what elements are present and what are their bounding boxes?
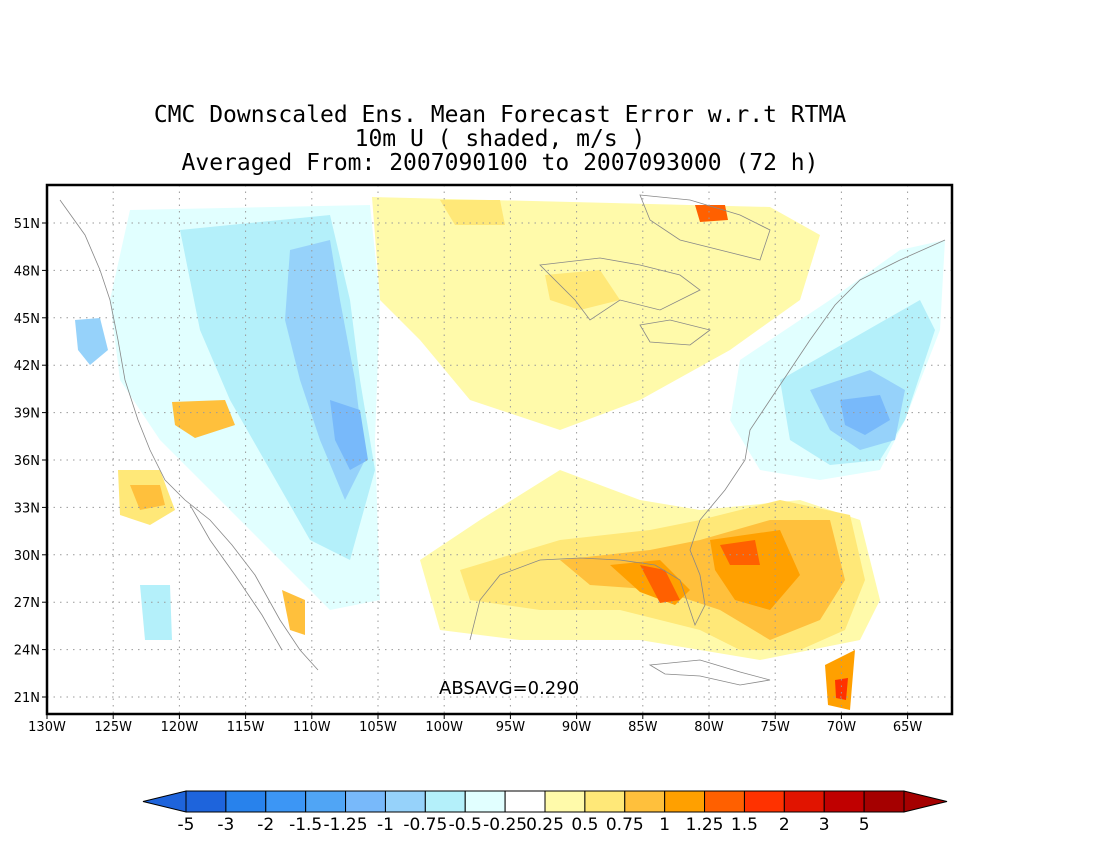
- lon-tick-label: 105W: [359, 720, 397, 735]
- lon-tick-label: 90W: [562, 720, 592, 735]
- shade-warm-southeast-peak: [640, 540, 760, 603]
- lat-tick-label: 27N: [14, 596, 40, 611]
- shade-warm-light-north: [372, 197, 820, 430]
- lon-tick-label: 115W: [227, 720, 265, 735]
- colorbar-swatch: [704, 790, 745, 813]
- lon-tick-label: 125W: [94, 720, 132, 735]
- lat-tick-label: 30N: [14, 549, 40, 564]
- absavg-annotation: ABSAVG=0.290: [439, 678, 579, 699]
- colorbar-label: -0.25: [483, 815, 527, 835]
- colorbar-label: -1.5: [289, 815, 322, 835]
- shade-warm-utah: [172, 400, 235, 438]
- lat-tick-label: 51N: [14, 217, 40, 232]
- colorbar-label: 1.25: [686, 815, 724, 835]
- colorbar-swatch: [624, 790, 666, 813]
- lon-tick-label: 75W: [760, 720, 790, 735]
- lat-tick-label: 48N: [14, 264, 40, 279]
- shade-warm-bahamas-peak: [835, 678, 848, 700]
- colorbar-label: 1: [659, 815, 670, 835]
- lat-tick-label: 36N: [14, 454, 40, 469]
- colorbar-swatch: [225, 790, 267, 813]
- lat-tick-label: 45N: [14, 312, 40, 327]
- hudson-bay-outline: [639, 194, 771, 261]
- baja-coastline: [189, 504, 283, 651]
- colorbar-label: -1.25: [324, 815, 368, 835]
- shade-cool-pacific-south: [140, 585, 172, 640]
- colorbar-swatch: [464, 790, 506, 813]
- colorbar-swatch: [305, 790, 347, 813]
- shade-warm-great-lakes: [545, 270, 620, 310]
- colorbar: -5 -3 -2 -1.5 -1.25 -1 -0.75 -0.5 -0.250.25 0.5 0.…: [142, 790, 948, 835]
- colorbar-label: -3: [217, 815, 234, 835]
- error-shading: [75, 197, 945, 710]
- shade-warm-hudson: [695, 205, 728, 222]
- lat-tick-label: 42N: [14, 359, 40, 374]
- colorbar-label: 0.5: [571, 815, 598, 835]
- colorbar-swatch: [783, 790, 825, 813]
- gulf-coastline: [469, 519, 706, 641]
- title-line-2: 10m U ( shaded, m/s ): [354, 126, 646, 152]
- map-plot: 130W 125W 120W 115W 110W 105W 100W 95W 90W 85W 80W…: [14, 183, 954, 735]
- colorbar-under-arrow: [142, 790, 187, 813]
- longitude-ticks: 130W 125W 120W 115W 110W 105W 100W 95W 90W 85W 80W…: [28, 714, 922, 735]
- colorbar-label: 5: [859, 815, 870, 835]
- lat-tick-label: 24N: [14, 644, 40, 659]
- colorbar-label: -5: [178, 815, 195, 835]
- colorbar-over-arrow: [903, 790, 948, 813]
- shade-cool-pacific: [75, 318, 108, 365]
- title-line-3: Averaged From: 2007090100 to 2007093000 …: [181, 150, 819, 176]
- lon-tick-label: 100W: [425, 720, 463, 735]
- colorbar-label: 2: [779, 815, 790, 835]
- shade-cool-west-peak: [330, 400, 368, 470]
- colorbar-label: -2: [257, 815, 274, 835]
- cuba-outline: [648, 659, 771, 686]
- pacific-coastline: [59, 199, 319, 671]
- atlantic-coastline: [699, 239, 946, 521]
- shade-warm-california-core: [130, 485, 165, 510]
- lat-tick-label: 33N: [14, 501, 40, 516]
- shade-warm-baja: [282, 590, 305, 635]
- colorbar-swatch: [265, 790, 307, 813]
- colorbar-swatch: [424, 790, 466, 813]
- coastlines: [59, 194, 946, 686]
- colorbar-swatch: [863, 790, 905, 813]
- colorbar-swatch: [664, 790, 706, 813]
- lon-tick-label: 130W: [28, 720, 66, 735]
- colorbar-swatch: [584, 790, 626, 813]
- lat-tick-label: 39N: [14, 407, 40, 422]
- shade-warm-dakota: [440, 200, 505, 225]
- colorbar-label: 1.5: [731, 815, 758, 835]
- lon-tick-label: 70W: [827, 720, 857, 735]
- shade-cool-east-peak: [840, 395, 890, 435]
- latitude-ticks: 51N 48N 45N 42N 39N 36N 33N 30N 27N 24N 21N: [14, 217, 47, 706]
- lon-tick-label: 120W: [161, 720, 199, 735]
- colorbar-swatch: [185, 790, 227, 813]
- colorbar-swatch: [743, 790, 785, 813]
- colorbar-swatch: [345, 790, 386, 813]
- colorbar-swatch: [504, 790, 546, 813]
- lat-tick-label: 21N: [14, 691, 40, 706]
- colorbar-label: 0.25: [526, 815, 564, 835]
- colorbar-swatch: [384, 790, 426, 813]
- lon-tick-label: 110W: [293, 720, 331, 735]
- colorbar-label: -0.5: [449, 815, 482, 835]
- lon-tick-label: 80W: [694, 720, 724, 735]
- colorbar-label: 0.75: [606, 815, 644, 835]
- lon-tick-label: 95W: [496, 720, 526, 735]
- colorbar-label: 3: [819, 815, 830, 835]
- colorbar-label: -1: [377, 815, 394, 835]
- map-frame: [45, 183, 954, 716]
- title-line-1: CMC Downscaled Ens. Mean Forecast Error …: [153, 102, 847, 128]
- lon-tick-label: 85W: [628, 720, 658, 735]
- colorbar-label: -0.75: [403, 815, 447, 835]
- gridlines: [47, 185, 952, 714]
- colorbar-swatch: [823, 790, 865, 813]
- lon-tick-label: 65W: [893, 720, 923, 735]
- colorbar-swatch: [544, 790, 586, 813]
- great-lakes-outline: [539, 257, 711, 346]
